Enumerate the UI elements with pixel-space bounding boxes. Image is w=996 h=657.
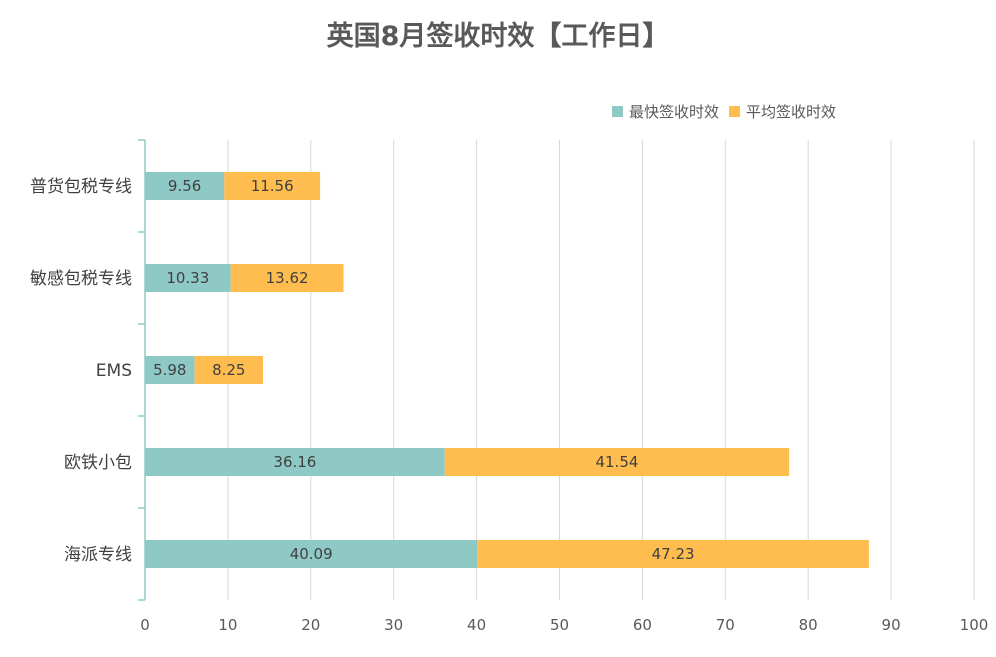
data-label-2-3: 41.54 xyxy=(595,453,638,471)
chart-title: 英国8月签收时效【工作日】 xyxy=(326,21,670,52)
bar-2-3 xyxy=(444,448,790,476)
x-tick-label-60: 60 xyxy=(633,616,652,634)
bar-1-0 xyxy=(145,172,225,200)
legend-label-2: 平均签收时效 xyxy=(746,103,836,121)
x-tick-label-20: 20 xyxy=(301,616,320,634)
bar-2-2 xyxy=(194,356,263,384)
x-tick-label-40: 40 xyxy=(467,616,486,634)
x-tick-label-90: 90 xyxy=(882,616,901,634)
category-label-3: 欧铁小包 xyxy=(64,453,132,473)
data-label-1-3: 36.16 xyxy=(273,453,316,471)
x-tick-label-80: 80 xyxy=(799,616,818,634)
bar-2-0 xyxy=(224,172,321,200)
x-tick-label-100: 100 xyxy=(960,616,989,634)
x-tick-label-50: 50 xyxy=(550,616,569,634)
bar-2-1 xyxy=(230,264,344,292)
category-label-1: 敏感包税专线 xyxy=(30,269,132,289)
data-label-1-1: 10.33 xyxy=(166,269,209,287)
category-label-2: EMS xyxy=(96,361,132,381)
bar-1-2 xyxy=(145,356,195,384)
bar-1-1 xyxy=(145,264,231,292)
category-label-0: 普货包税专线 xyxy=(30,177,132,197)
legend-swatch-2 xyxy=(729,106,741,117)
data-label-1-2: 5.98 xyxy=(153,361,186,379)
data-label-2-2: 8.25 xyxy=(212,361,245,379)
x-tick-label-30: 30 xyxy=(384,616,403,634)
x-tick-label-0: 0 xyxy=(140,616,150,634)
data-label-2-0: 11.56 xyxy=(251,177,294,195)
legend-label-1: 最快签收时效 xyxy=(629,103,719,121)
data-label-2-4: 47.23 xyxy=(652,545,695,563)
bar-1-4 xyxy=(145,540,478,568)
data-label-1-4: 40.09 xyxy=(290,545,333,563)
data-label-1-0: 9.56 xyxy=(168,177,201,195)
category-label-4: 海派专线 xyxy=(64,545,132,565)
bar-2-4 xyxy=(477,540,869,568)
data-label-2-1: 13.62 xyxy=(266,269,309,287)
x-tick-label-70: 70 xyxy=(716,616,735,634)
x-tick-label-10: 10 xyxy=(218,616,237,634)
legend-swatch-1 xyxy=(612,106,623,117)
bar-1-3 xyxy=(145,448,445,476)
